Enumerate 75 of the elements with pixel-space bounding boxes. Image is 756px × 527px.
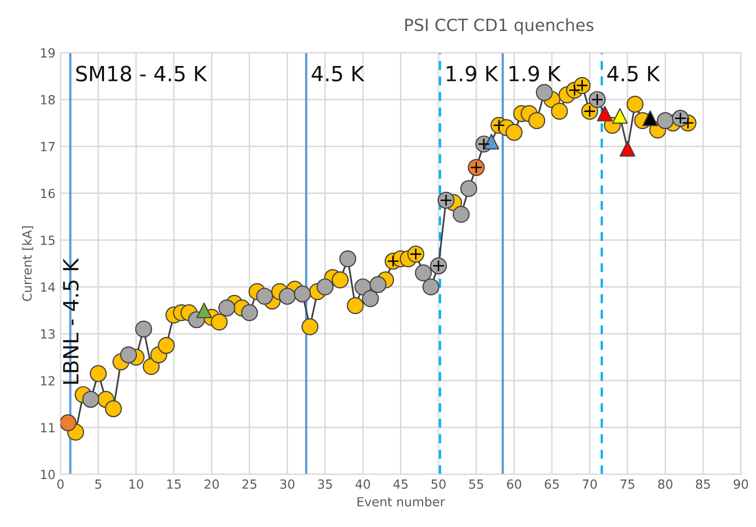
point <box>656 112 674 130</box>
point <box>332 271 349 288</box>
point <box>346 297 364 314</box>
point <box>362 290 379 308</box>
x-tick-label: 20 <box>204 479 219 489</box>
y-tick-label: 10 <box>41 470 55 480</box>
point <box>142 358 160 376</box>
point <box>256 288 274 305</box>
point <box>460 180 478 198</box>
point <box>218 300 236 316</box>
x-tick-label: 50 <box>431 479 446 489</box>
point <box>612 108 628 124</box>
ref-line-label: 1.9 K <box>446 66 498 82</box>
y-tick-label: 17 <box>41 142 55 152</box>
point <box>278 288 296 305</box>
point <box>196 302 212 318</box>
point <box>550 102 568 120</box>
x-tick-label: 55 <box>469 480 484 489</box>
x-tick-label: 80 <box>658 479 672 489</box>
y-tick-label: 16 <box>41 188 55 198</box>
x-axis-title: Event number <box>358 496 445 506</box>
y-tick-label: 11 <box>41 423 54 432</box>
point <box>241 304 258 322</box>
x-tick-label: 40 <box>356 479 370 489</box>
ref-line-label: SM18 - 4.5 K <box>76 66 208 82</box>
point <box>294 285 311 302</box>
x-tick-label: 70 <box>582 479 597 489</box>
x-tick-label: 5 <box>95 480 102 489</box>
point <box>422 278 440 296</box>
point <box>158 337 175 354</box>
x-tick-label: 85 <box>696 479 710 489</box>
annotation: LBNL - 4.5 K <box>63 258 79 384</box>
x-tick-label: 35 <box>318 479 332 489</box>
point <box>596 106 613 122</box>
y-tick-label: 14 <box>41 282 55 292</box>
point <box>452 206 470 223</box>
x-tick-label: 0 <box>57 479 64 489</box>
y-tick-label: 12 <box>41 376 54 386</box>
point <box>506 124 523 141</box>
x-tick-label: 10 <box>130 479 144 489</box>
x-tick-label: 60 <box>507 479 522 489</box>
point <box>316 278 334 296</box>
x-tick-label: 45 <box>393 480 408 489</box>
point <box>642 110 658 126</box>
y-axis-title: Current [kA] <box>22 226 34 302</box>
point <box>301 318 318 336</box>
point <box>90 365 107 382</box>
point <box>120 346 137 364</box>
point <box>484 134 500 150</box>
x-tick-label: 30 <box>280 479 294 489</box>
y-tick-label: 15 <box>41 236 55 246</box>
y-tick-label: 19 <box>41 48 55 58</box>
ref-line-label: 4.5 K <box>312 66 365 82</box>
point <box>339 250 356 268</box>
x-tick-label: 25 <box>242 479 256 489</box>
chart-title: PSI CCT CD1 quenches <box>405 18 594 34</box>
point <box>620 140 636 157</box>
point <box>60 414 77 432</box>
ref-line-label: 4.5 K <box>607 66 660 82</box>
x-tick-label: 15 <box>167 480 181 489</box>
y-tick-label: 13 <box>41 329 55 339</box>
x-tick-label: 90 <box>734 479 748 489</box>
point <box>135 320 152 338</box>
point <box>104 400 122 418</box>
point <box>528 112 546 130</box>
point <box>536 84 553 101</box>
x-tick-label: 65 <box>544 479 559 489</box>
point <box>626 96 644 113</box>
point <box>82 390 100 408</box>
point <box>414 264 432 282</box>
point <box>370 276 386 294</box>
x-tick-label: 75 <box>620 480 634 489</box>
y-tick-label: 18 <box>41 95 55 104</box>
ref-line-label: 1.9 K <box>510 66 562 82</box>
point <box>210 314 228 331</box>
